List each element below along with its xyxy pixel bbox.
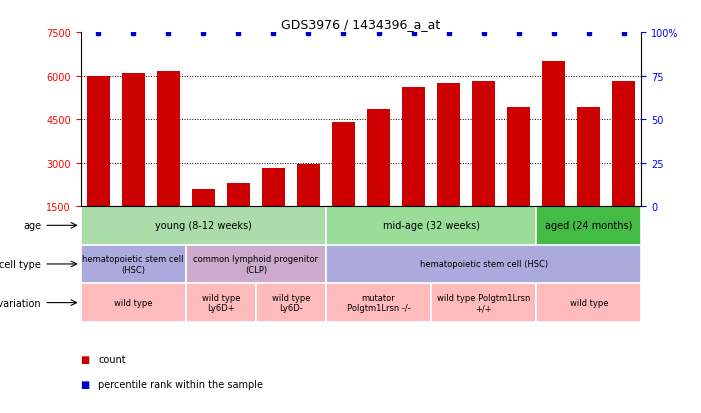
Text: ■: ■ xyxy=(81,379,93,389)
Bar xyxy=(578,108,600,206)
Text: mutator
Polgtm1Lrsn -/-: mutator Polgtm1Lrsn -/- xyxy=(347,293,410,313)
Bar xyxy=(613,82,635,206)
Bar xyxy=(326,206,536,245)
Text: genotype/variation: genotype/variation xyxy=(0,298,41,308)
Text: wild type
Ly6D+: wild type Ly6D+ xyxy=(202,293,240,313)
Bar xyxy=(536,284,641,322)
Text: young (8-12 weeks): young (8-12 weeks) xyxy=(155,221,252,231)
Bar xyxy=(332,123,355,206)
Bar xyxy=(227,183,250,206)
Bar xyxy=(262,169,285,206)
Text: common lymphoid progenitor
(CLP): common lymphoid progenitor (CLP) xyxy=(193,255,318,274)
Bar xyxy=(543,62,565,206)
Bar xyxy=(122,74,144,206)
Bar xyxy=(157,72,179,206)
Text: hematopoietic stem cell (HSC): hematopoietic stem cell (HSC) xyxy=(420,260,547,269)
Text: count: count xyxy=(98,354,125,364)
Bar xyxy=(81,245,186,284)
Text: percentile rank within the sample: percentile rank within the sample xyxy=(98,379,263,389)
Bar xyxy=(186,284,256,322)
Text: aged (24 months): aged (24 months) xyxy=(545,221,632,231)
Text: mid-age (32 weeks): mid-age (32 weeks) xyxy=(383,221,479,231)
Bar xyxy=(326,284,431,322)
Bar xyxy=(472,82,495,206)
Text: wild type: wild type xyxy=(570,298,608,307)
Bar xyxy=(536,206,641,245)
Bar xyxy=(256,284,326,322)
Bar xyxy=(326,245,641,284)
Title: GDS3976 / 1434396_a_at: GDS3976 / 1434396_a_at xyxy=(281,17,441,31)
Text: cell type: cell type xyxy=(0,259,41,269)
Text: ■: ■ xyxy=(81,354,93,364)
Bar xyxy=(437,84,460,206)
Text: hematopoietic stem cell
(HSC): hematopoietic stem cell (HSC) xyxy=(83,255,184,274)
Text: wild type Polgtm1Lrsn
+/+: wild type Polgtm1Lrsn +/+ xyxy=(437,293,531,313)
Bar xyxy=(81,284,186,322)
Bar xyxy=(297,165,320,206)
Bar xyxy=(367,110,390,206)
Bar xyxy=(81,206,326,245)
Text: wild type: wild type xyxy=(114,298,152,307)
Bar xyxy=(186,245,326,284)
Text: age: age xyxy=(23,221,41,231)
Bar xyxy=(192,189,215,206)
Bar xyxy=(508,108,530,206)
Bar xyxy=(87,76,109,206)
Text: wild type
Ly6D-: wild type Ly6D- xyxy=(272,293,310,313)
Bar xyxy=(431,284,536,322)
Bar xyxy=(402,88,425,206)
